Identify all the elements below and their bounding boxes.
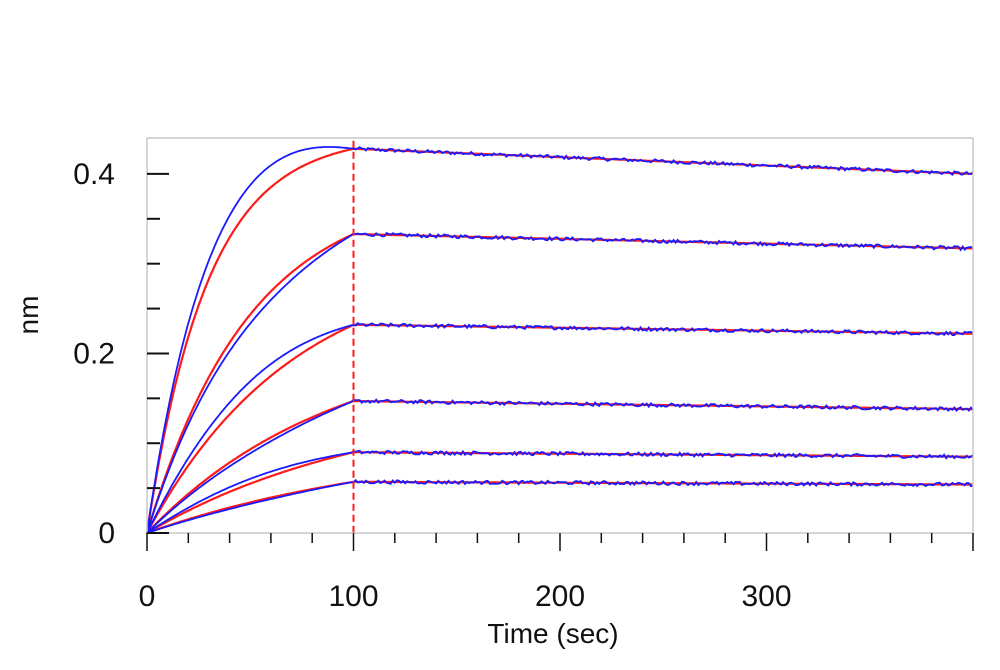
measured-curve [146, 398, 974, 534]
x-tick-label: 300 [741, 580, 791, 613]
measured-curve [146, 146, 974, 534]
y-tick-label: 0.2 [73, 337, 115, 370]
x-axis-label: Time (sec) [487, 618, 618, 649]
x-tick-label: 0 [139, 580, 156, 613]
measured-curve [146, 232, 974, 534]
x-tick-label: 100 [328, 580, 378, 613]
x-tick-label: 200 [535, 580, 585, 613]
measured-curve [146, 449, 974, 534]
measured-curve [146, 321, 974, 534]
x-axis: 0 100 200 300 [139, 533, 974, 613]
plot-background [147, 138, 973, 533]
y-axis-label: nm [13, 296, 44, 335]
y-tick-label: 0.4 [73, 158, 115, 191]
measured-curve [146, 478, 974, 534]
measured-curves [146, 146, 974, 534]
y-tick-label: 0 [98, 517, 115, 550]
y-axis: 0 0.2 0.4 [73, 158, 169, 550]
